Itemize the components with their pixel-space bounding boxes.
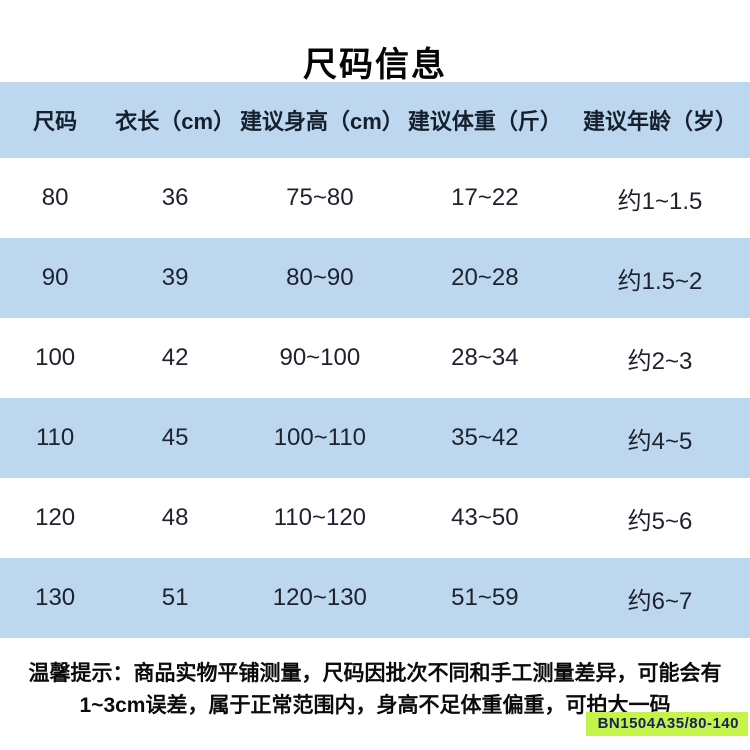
measurement-note-line1: 温馨提示：商品实物平铺测量，尺码因批次不同和手工测量差异，可能会有 bbox=[28, 662, 722, 685]
cell-age: 约1.5~2 bbox=[617, 267, 703, 295]
column-header-size: 尺码 bbox=[33, 109, 78, 134]
cell-height: 75~80 bbox=[286, 184, 354, 211]
cell-size: 130 bbox=[35, 584, 76, 611]
cell-height: 90~100 bbox=[279, 344, 361, 371]
column-header-age: 建议年龄（岁） bbox=[582, 109, 737, 134]
cell-age: 约6~7 bbox=[627, 587, 693, 615]
table-row: 80 36 75~80 17~22 约1~1.5 bbox=[0, 158, 750, 238]
cell-size: 100 bbox=[35, 344, 76, 371]
cell-garment-length: 36 bbox=[161, 184, 189, 211]
cell-weight: 35~42 bbox=[451, 424, 519, 451]
size-chart-table: 尺码 衣长（cm） 建议身高（cm） 建议体重（斤） 建议年龄（岁） 80 36… bbox=[0, 82, 750, 638]
cell-garment-length: 51 bbox=[161, 584, 189, 611]
column-header-garment-length: 衣长（cm） bbox=[115, 109, 236, 134]
cell-height: 120~130 bbox=[272, 584, 367, 611]
measurement-note: 温馨提示：商品实物平铺测量，尺码因批次不同和手工测量差异，可能会有 1~3cm误… bbox=[0, 658, 750, 722]
cell-garment-length: 45 bbox=[161, 424, 189, 451]
table-row: 90 39 80~90 20~28 约1.5~2 bbox=[0, 238, 750, 318]
cell-weight: 51~59 bbox=[451, 584, 519, 611]
cell-weight: 17~22 bbox=[451, 184, 519, 211]
cell-garment-length: 39 bbox=[161, 264, 189, 291]
cell-size: 120 bbox=[35, 504, 76, 531]
cell-garment-length: 48 bbox=[161, 504, 189, 531]
cell-age: 约5~6 bbox=[627, 507, 693, 535]
cell-weight: 20~28 bbox=[451, 264, 519, 291]
cell-weight: 43~50 bbox=[451, 504, 519, 531]
table-row: 100 42 90~100 28~34 约2~3 bbox=[0, 318, 750, 398]
measurement-note-line2: 1~3cm误差，属于正常范围内，身高不足体重偏重，可拍大一码 bbox=[79, 694, 671, 717]
column-header-weight: 建议体重（斤） bbox=[407, 109, 562, 134]
cell-weight: 28~34 bbox=[451, 344, 519, 371]
table-row: 110 45 100~110 35~42 约4~5 bbox=[0, 398, 750, 478]
cell-size: 90 bbox=[41, 264, 69, 291]
table-row: 130 51 120~130 51~59 约6~7 bbox=[0, 558, 750, 638]
cell-size: 110 bbox=[35, 424, 75, 451]
table-header-row: 尺码 衣长（cm） 建议身高（cm） 建议体重（斤） 建议年龄（岁） bbox=[0, 82, 750, 158]
cell-size: 80 bbox=[41, 184, 69, 211]
cell-height: 80~90 bbox=[286, 264, 354, 291]
column-header-height: 建议身高（cm） bbox=[239, 109, 404, 134]
product-code-badge: BN1504A35/80-140 bbox=[585, 712, 748, 736]
table-row: 120 48 110~120 43~50 约5~6 bbox=[0, 478, 750, 558]
cell-height: 110~120 bbox=[273, 504, 367, 531]
cell-age: 约1~1.5 bbox=[617, 187, 703, 215]
page-title: 尺码信息 bbox=[303, 45, 447, 84]
cell-age: 约4~5 bbox=[627, 427, 693, 455]
cell-height: 100~110 bbox=[273, 424, 367, 451]
cell-age: 约2~3 bbox=[627, 347, 693, 375]
cell-garment-length: 42 bbox=[161, 344, 189, 371]
